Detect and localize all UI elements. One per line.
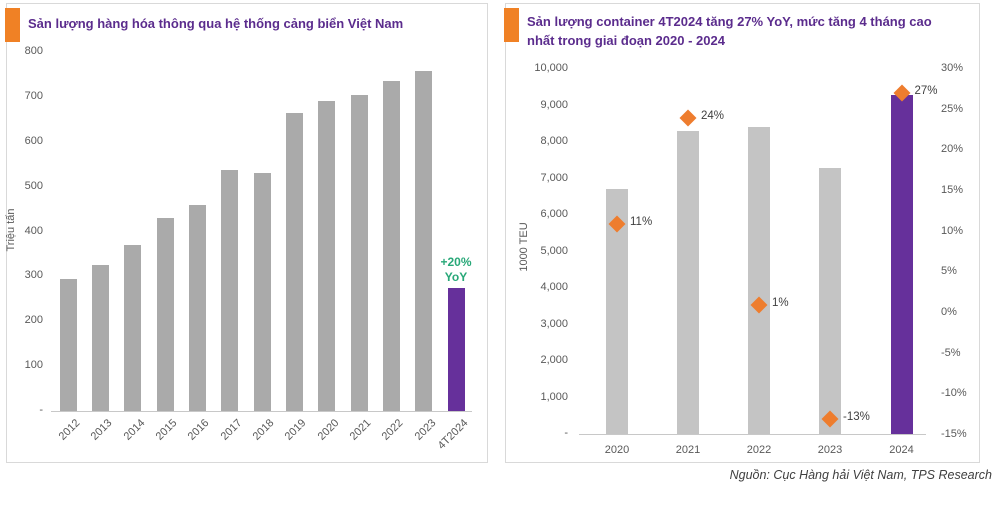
y-tick-label: - (39, 404, 43, 416)
x-tick-label: 2023 (817, 444, 843, 456)
y-left-tick-label: 10,000 (534, 62, 568, 74)
bar-2021 (350, 94, 368, 411)
y-right-tick-label: -10% (941, 387, 967, 400)
bar-2019 (285, 112, 303, 411)
y-tick-label: 500 (24, 179, 43, 192)
y-right-tick-label: 5% (941, 265, 957, 278)
y-tick-label: 300 (24, 269, 43, 282)
y-left-tick-label: 1,000 (540, 390, 568, 403)
bar-2020 (606, 189, 628, 434)
bar-2017 (221, 170, 239, 411)
yoy-annotation-line: +20% (440, 254, 472, 269)
y-left-tick-label: 2,000 (540, 354, 568, 366)
bar-2023 (819, 167, 841, 434)
x-tick-label: 2024 (889, 444, 914, 456)
y-left-tick-label: 3,000 (540, 317, 568, 330)
bar-2024 (890, 94, 913, 434)
chart-title-cargo: Sản lượng hàng hóa thông qua hệ thống cả… (28, 16, 404, 31)
bar-2020 (318, 101, 336, 411)
yoy-marker-label: 24% (701, 109, 725, 122)
container-volume-chart-panel: Sản lượng container 4T2024 tăng 27% YoY,… (504, 3, 980, 463)
yoy-annotation-line: YoY (444, 269, 468, 284)
y-left-tick-label: 7,000 (540, 171, 568, 184)
bar-2012 (59, 278, 77, 411)
y-right-tick-label: 30% (941, 62, 964, 74)
y-left-tick-label: 9,000 (540, 98, 568, 111)
y-right-tick-label: 20% (941, 143, 964, 156)
y-tick-label: 400 (24, 224, 43, 237)
bar-2018 (253, 173, 271, 411)
y-right-tick-label: 10% (941, 224, 964, 237)
yoy-marker-label: 1% (772, 296, 789, 309)
y-left-tick-label: 6,000 (540, 208, 568, 220)
y-right-tick-label: -5% (941, 346, 961, 359)
yoy-marker-label: -13% (843, 410, 870, 423)
y-left-tick-label: - (564, 427, 568, 439)
bar-2013 (91, 265, 109, 411)
bar-2022 (382, 81, 400, 411)
bar-2023 (415, 71, 433, 411)
y-right-tick-label: -15% (941, 428, 967, 440)
x-tick-label: 2022 (746, 444, 772, 456)
y-right-tick-label: 25% (941, 102, 964, 115)
title-accent-square (5, 8, 20, 42)
chart-title-container: Sản lượng container 4T2024 tăng 27% YoY,… (527, 14, 932, 48)
y-right-tick-label: 15% (941, 184, 964, 196)
x-tick-label: 2020 (604, 444, 630, 456)
y-tick-label: 600 (24, 134, 43, 147)
title-accent-square (504, 8, 519, 42)
y-tick-label: 800 (24, 45, 43, 57)
y-left-tick-label: 8,000 (540, 135, 568, 147)
yoy-diamond-marker (679, 109, 697, 127)
bar-2021 (677, 131, 699, 434)
x-axis-line (51, 411, 472, 412)
yoy-marker-label: 11% (630, 215, 653, 228)
bar-2016 (188, 204, 206, 411)
y-right-tick-label: 0% (941, 306, 957, 318)
bar-2022 (748, 127, 770, 434)
y-tick-label: 700 (24, 89, 43, 102)
bar-4T2024 (447, 287, 465, 411)
x-tick-label: 2021 (675, 444, 701, 456)
y-left-tick-label: 5,000 (540, 244, 568, 257)
x-axis-line (579, 434, 926, 435)
source-note: Nguồn: Cục Hàng hải Việt Nam, TPS Resear… (729, 468, 992, 482)
cargo-volume-chart-panel: Sản lượng hàng hóa thông qua hệ thống cả… (5, 3, 490, 463)
bar-2015 (156, 218, 174, 411)
bar-2014 (124, 245, 142, 411)
y-tick-label: 200 (24, 314, 43, 327)
y-left-tick-label: 4,000 (540, 281, 568, 293)
yoy-annotation: +20% YoY (422, 255, 490, 285)
y-tick-label: 100 (24, 359, 43, 372)
yoy-marker-label: 27% (914, 85, 938, 98)
